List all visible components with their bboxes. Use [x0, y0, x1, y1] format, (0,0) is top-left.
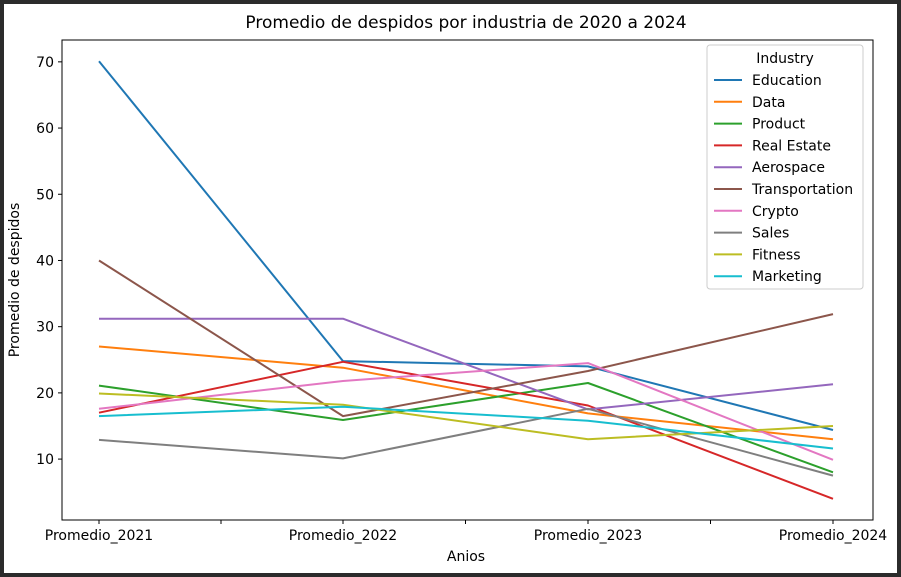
y-tick-label: 20: [36, 386, 54, 402]
series-line-crypto: [98, 362, 834, 461]
series-lines: [98, 60, 834, 500]
legend-title: Industry: [756, 51, 814, 67]
series-line-real-estate: [98, 360, 834, 500]
series-line-fitness: [98, 392, 834, 441]
legend-box: [706, 44, 864, 290]
x-tick-label: Promedio_2021: [45, 528, 153, 544]
x-axis: Promedio_2021 Promedio_2022 Promedio_2023 P…: [45, 520, 888, 544]
y-tick-label: 40: [36, 253, 54, 269]
y-tick-label: 30: [36, 320, 54, 336]
y-tick-label: 50: [36, 187, 54, 203]
y-tick-label: 60: [36, 121, 54, 137]
x-tick-label: Promedio_2022: [289, 528, 397, 544]
chart-title: Promedio de despidos por industria de 20…: [245, 13, 686, 33]
series-line-sales: [98, 407, 834, 477]
series-line-data: [98, 345, 834, 441]
x-axis-label: Anios: [447, 549, 485, 565]
legend-label: Real Estate: [752, 138, 831, 154]
y-axis: 10 20 30 40 50 60 70: [36, 55, 62, 468]
legend-label: Data: [752, 95, 785, 111]
legend-label: Education: [752, 73, 822, 89]
plot-area-frame: [61, 39, 874, 521]
x-tick-label: Promedio_2023: [534, 528, 642, 544]
y-tick-label: 10: [36, 452, 54, 468]
legend-label: Transportation: [751, 182, 853, 198]
series-line-transportation: [98, 259, 834, 418]
legend-label: Product: [752, 117, 806, 133]
legend-label: Marketing: [752, 269, 822, 285]
y-tick-label: 70: [36, 55, 54, 71]
legend-label: Aerospace: [752, 160, 825, 176]
x-tick-label: Promedio_2024: [779, 528, 888, 544]
line-chart: Promedio de despidos por industria de 20…: [7, 13, 888, 565]
series-line-marketing: [98, 405, 834, 450]
legend-label: Sales: [752, 226, 789, 242]
y-axis-label: Promedio de despidos: [7, 203, 23, 358]
series-line-aerospace: [99, 317, 834, 411]
legend-label: Crypto: [752, 204, 799, 220]
legend-label: Fitness: [752, 247, 801, 263]
series-line-product: [98, 382, 834, 474]
legend: Industry Education Data Product Real Estate…: [706, 44, 864, 290]
figure: Promedio de despidos por industria de 20…: [4, 4, 897, 573]
